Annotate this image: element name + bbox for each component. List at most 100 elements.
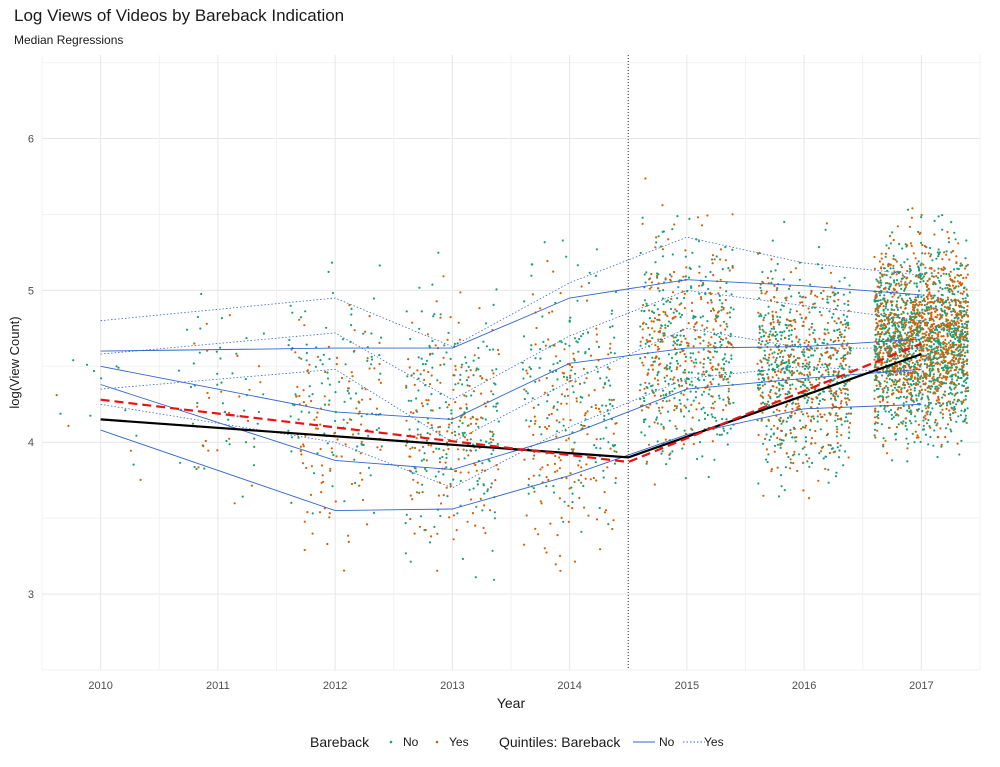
scatter-point (538, 425, 541, 429)
scatter-point (690, 359, 693, 362)
scatter-point (361, 387, 364, 390)
scatter-point (767, 376, 770, 379)
scatter-point (916, 434, 919, 437)
scatter-point (641, 216, 644, 219)
scatter-point (715, 350, 719, 353)
scatter-point (930, 297, 933, 300)
scatter-point (828, 310, 831, 313)
scatter-point (896, 330, 899, 333)
scatter-point (571, 365, 574, 369)
scatter-point (196, 405, 199, 408)
scatter-point (914, 296, 917, 299)
scatter-point (578, 337, 581, 341)
scatter-point (705, 326, 709, 329)
scatter-point (764, 292, 767, 295)
scatter-point (919, 385, 922, 388)
scatter-point (206, 391, 209, 395)
scatter-point (878, 355, 881, 359)
scatter-point (909, 316, 912, 320)
scatter-point (847, 436, 851, 439)
scatter-point (942, 402, 945, 405)
scatter-point (779, 351, 782, 354)
scatter-point (346, 389, 349, 392)
scatter-point (965, 320, 968, 323)
scatter-point (523, 458, 526, 461)
scatter-point (914, 257, 917, 260)
scatter-point (678, 303, 681, 306)
scatter-point (959, 313, 962, 316)
scatter-point (883, 361, 887, 364)
scatter-point (582, 367, 586, 370)
scatter-point (442, 449, 445, 452)
scatter-point (922, 419, 925, 422)
scatter-point (766, 403, 769, 406)
scatter-point (675, 310, 678, 313)
scatter-point (687, 322, 690, 325)
scatter-point (799, 301, 802, 304)
scatter-point (947, 307, 950, 311)
scatter-point (923, 312, 926, 316)
scatter-point (85, 363, 89, 366)
scatter-point (670, 275, 673, 278)
scatter-point (942, 335, 945, 338)
scatter-point (812, 354, 815, 357)
scatter-point (840, 364, 844, 367)
scatter-point (770, 363, 773, 366)
scatter-point (303, 548, 306, 552)
scatter-point (703, 333, 706, 336)
scatter-point (921, 428, 925, 431)
scatter-point (647, 406, 650, 409)
scatter-point (771, 376, 774, 379)
scatter-point (954, 358, 958, 361)
scatter-point (942, 266, 945, 269)
scatter-point (936, 251, 940, 254)
scatter-point (675, 351, 678, 354)
scatter-point (886, 308, 890, 311)
scatter-point (928, 374, 931, 377)
scatter-point (462, 448, 465, 451)
scatter-point (874, 355, 877, 358)
scatter-point (326, 377, 330, 380)
scatter-point (876, 305, 879, 308)
scatter-point (729, 427, 732, 430)
scatter-point (763, 437, 767, 441)
scatter-point (892, 341, 895, 344)
scatter-point (807, 340, 811, 344)
scatter-point (706, 384, 709, 387)
scatter-point (682, 334, 686, 337)
scatter-point (906, 244, 909, 247)
scatter-point (895, 303, 898, 306)
scatter-point (916, 309, 919, 312)
scatter-point (764, 331, 767, 334)
scatter-point (712, 407, 715, 410)
scatter-point (572, 352, 575, 355)
scatter-point (926, 386, 929, 389)
scatter-point (446, 495, 449, 498)
scatter-point (706, 301, 709, 304)
scatter-point (921, 380, 925, 383)
scatter-point (816, 415, 819, 418)
scatter-point (955, 420, 958, 423)
scatter-point (674, 308, 677, 311)
y-tick-label: 3 (28, 589, 34, 601)
scatter-point (541, 315, 544, 318)
scatter-point (782, 305, 785, 308)
scatter-point (905, 400, 908, 403)
scatter-point (495, 288, 498, 291)
scatter-point (489, 509, 492, 512)
scatter-point (424, 528, 427, 532)
scatter-point (721, 358, 724, 361)
scatter-point (831, 316, 834, 319)
scatter-point (941, 287, 944, 291)
scatter-point (802, 295, 805, 298)
scatter-point (489, 430, 492, 433)
scatter-point (873, 255, 876, 259)
scatter-point (939, 325, 943, 328)
scatter-point (427, 444, 430, 447)
scatter-point (711, 440, 714, 443)
scatter-point (758, 372, 762, 375)
scatter-point (883, 267, 886, 270)
scatter-point (898, 378, 901, 381)
scatter-point (672, 311, 675, 314)
scatter-point (772, 411, 775, 414)
